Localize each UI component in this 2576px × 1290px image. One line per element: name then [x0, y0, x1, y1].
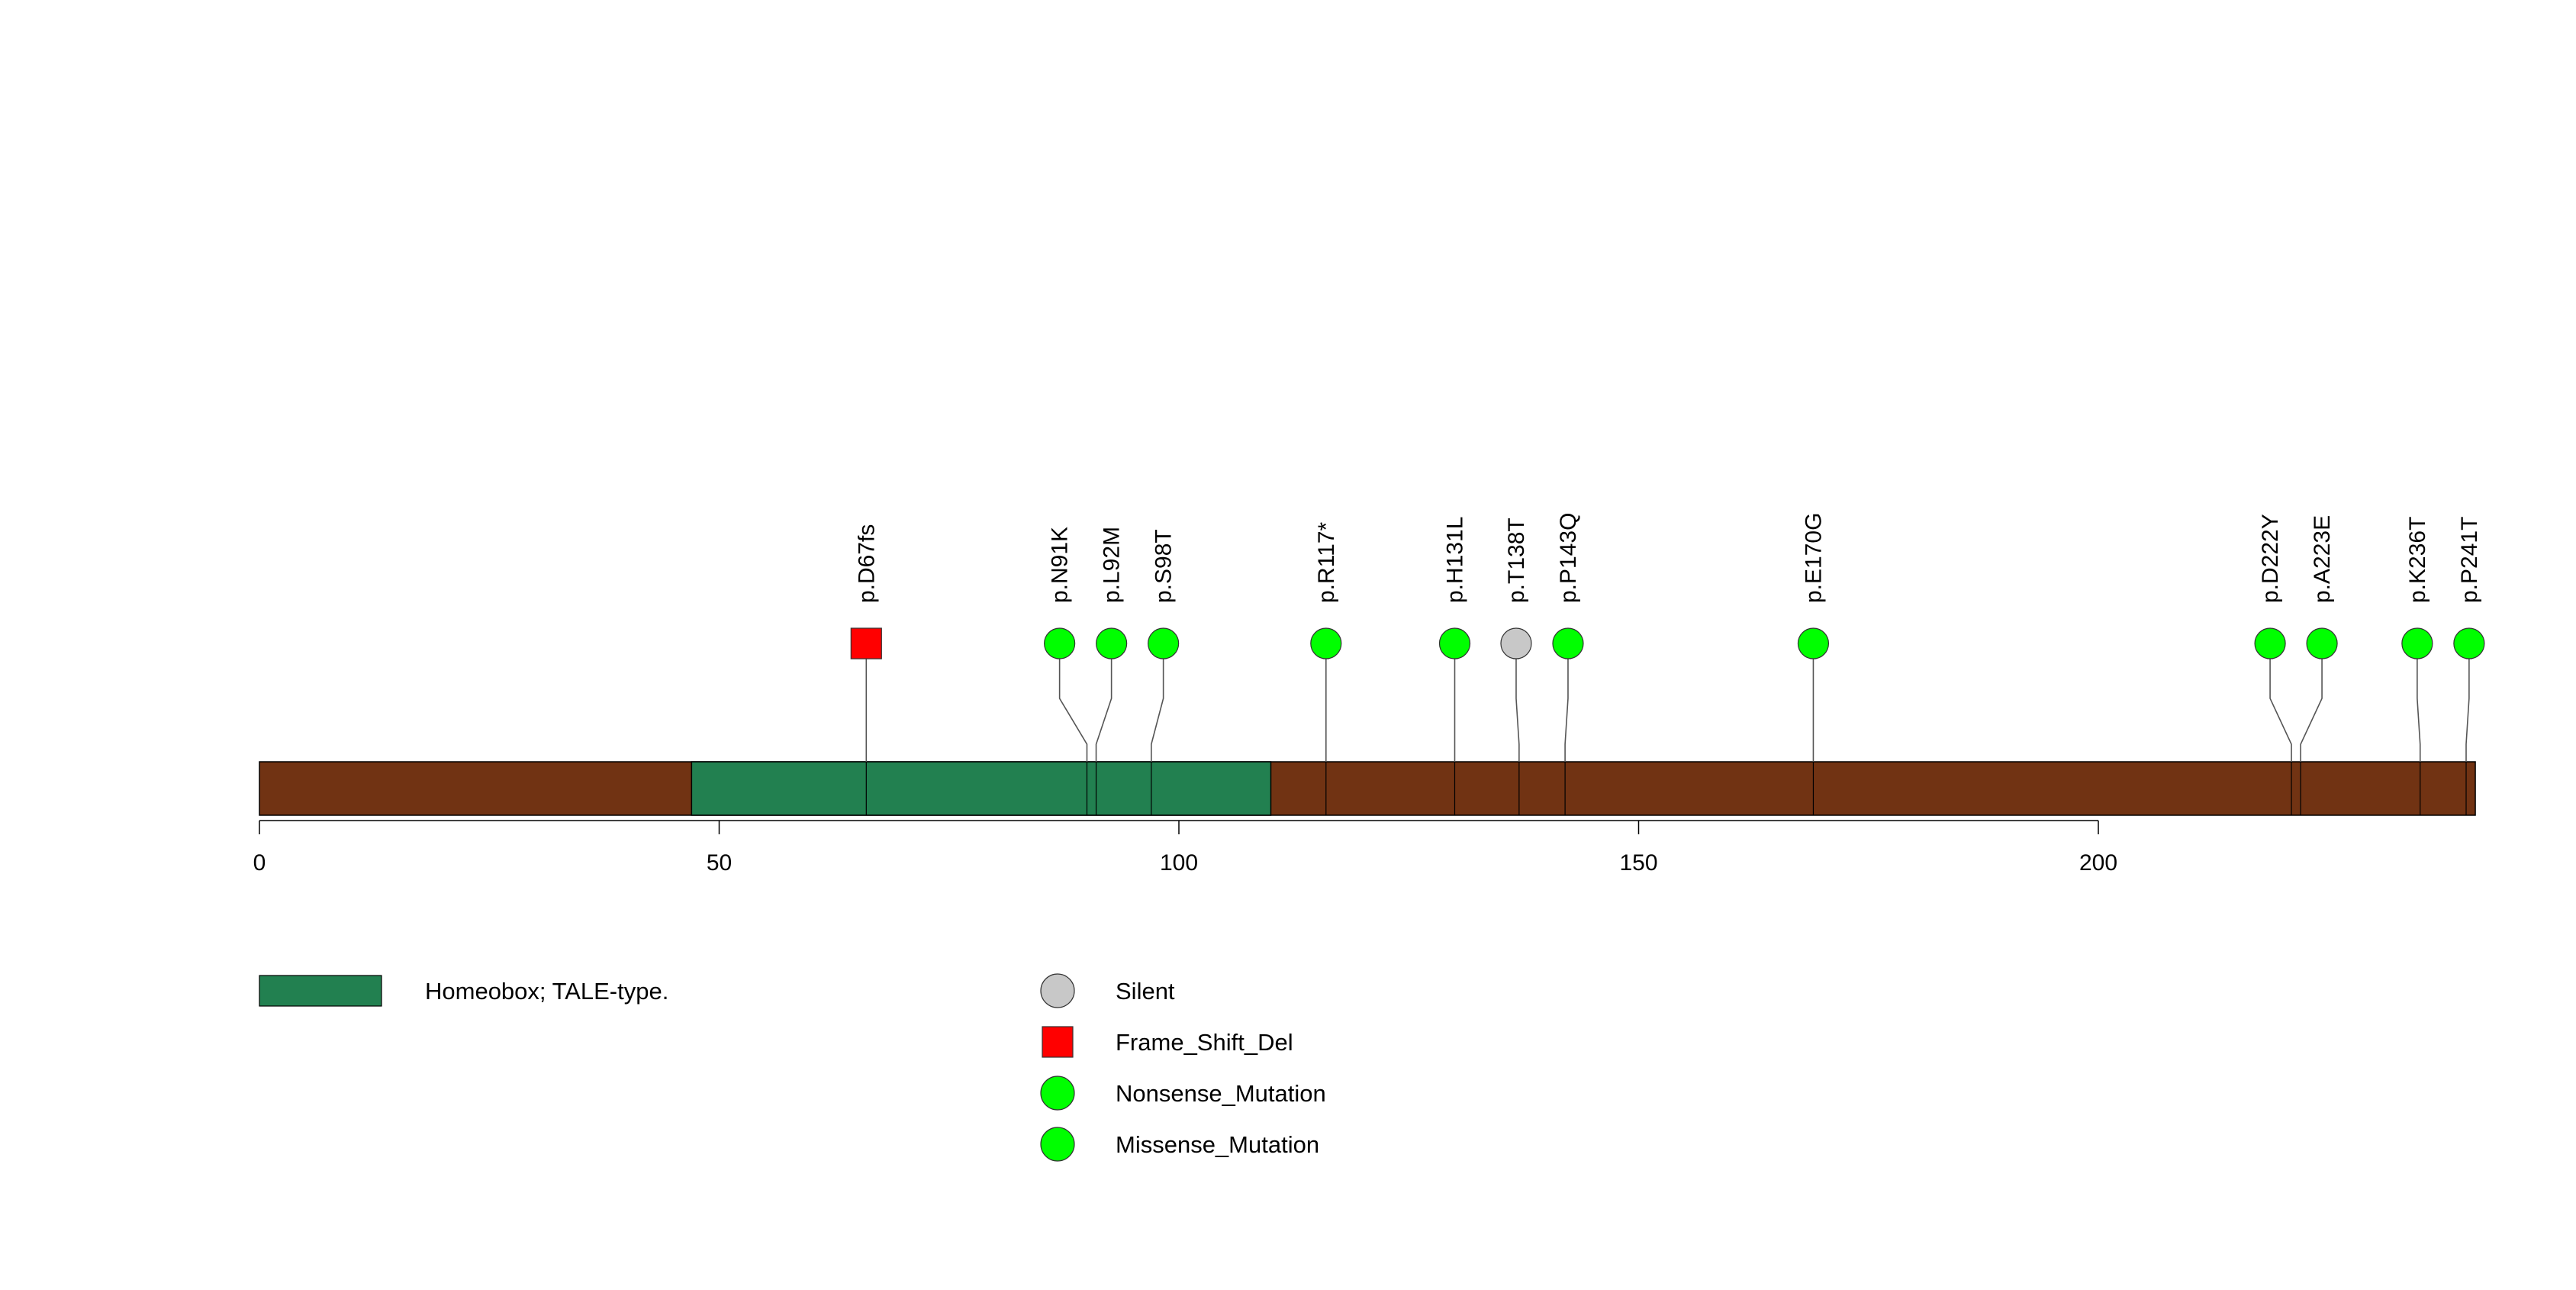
x-tick-label: 100 [1160, 850, 1198, 876]
mutation-stem [2300, 643, 2323, 762]
legend-mutation-label: Silent [1116, 978, 1175, 1005]
mutation-head [2453, 627, 2485, 660]
legend-mutation-symbol [1040, 1076, 1075, 1111]
mutation-head [1310, 627, 1342, 660]
mutation-stem [1095, 643, 1113, 762]
x-tick-label: 150 [1619, 850, 1657, 876]
mutation-head [1148, 627, 1180, 660]
protein-backbone [259, 761, 2476, 816]
mutation-label: p.P143Q [1556, 513, 1581, 603]
mutation-stem [2269, 643, 2292, 762]
mutation-stem [1515, 643, 1520, 762]
mutation-head [850, 627, 882, 660]
mutation-head [1500, 627, 1532, 660]
mutation-head [1044, 627, 1076, 660]
mutation-label: p.N91K [1048, 527, 1073, 603]
legend-domain-label: Homeobox; TALE-type. [425, 978, 668, 1005]
mutation-label: p.K236T [2405, 517, 2430, 603]
mutation-label: p.A223E [2310, 515, 2335, 603]
mutation-label: p.D67fs [854, 524, 879, 603]
protein-backbone-group [259, 761, 2476, 816]
domain-0 [691, 761, 1272, 816]
mutation-label: p.L92M [1100, 527, 1125, 603]
legend-mutation-symbol [1042, 1026, 1074, 1058]
mutation-head [1096, 627, 1128, 660]
mutation-label: p.D222Y [2258, 514, 2283, 603]
mutation-head [2306, 627, 2338, 660]
mutations-group: p.D67fs p.N91K p.L92M p.S98T p.R117* p.H131L p… [850, 513, 2485, 815]
mutation-label: p.S98T [1151, 529, 1177, 603]
mutation-head [1552, 627, 1584, 660]
legend-mutation-label: Frame_Shift_Del [1116, 1029, 1293, 1056]
x-axis: 0 50 100 150 200 [253, 820, 2117, 876]
x-tick-label: 0 [253, 850, 266, 876]
legend-mutation-symbol [1040, 1127, 1075, 1162]
x-tick-label: 50 [707, 850, 732, 876]
mutation-stem [1058, 643, 1088, 762]
x-tick-label: 200 [2079, 850, 2117, 876]
legend-mutation-symbol [1040, 973, 1075, 1008]
legend-mutation-label: Missense_Mutation [1116, 1131, 1319, 1158]
mutation-label: p.E170G [1801, 513, 1826, 603]
mutation-head [2254, 627, 2286, 660]
mutation-stem [2417, 643, 2421, 762]
mutation-label: p.R117* [1314, 521, 1339, 603]
mutation-stem [1564, 643, 1569, 762]
mutation-head [1438, 627, 1471, 660]
mutation-stem [2465, 643, 2470, 762]
mutation-label: p.T138T [1504, 518, 1529, 603]
legend-domain-swatch [259, 975, 382, 1007]
mutation-head [1797, 627, 1830, 660]
legend: Homeobox; TALE-type. Silent Frame_Shift_De… [259, 973, 1326, 1162]
mutation-label: p.P241T [2457, 517, 2482, 603]
mutation-stem [1151, 643, 1164, 762]
legend-mutation-label: Nonsense_Mutation [1116, 1080, 1326, 1107]
mutation-label: p.H131L [1443, 517, 1468, 603]
mutation-head [2401, 627, 2433, 660]
